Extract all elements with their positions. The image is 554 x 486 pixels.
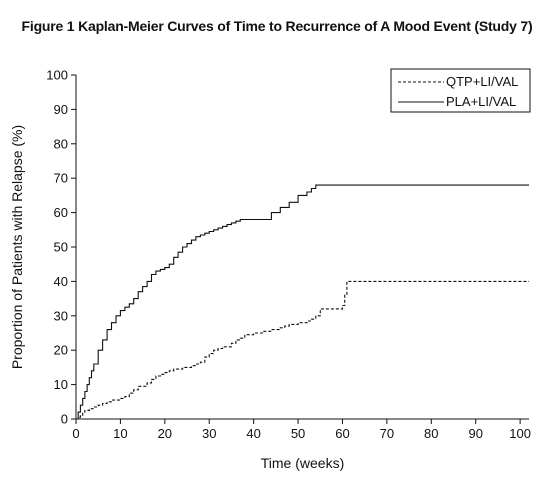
y-tick-label: 60 [54, 205, 68, 220]
x-tick-label: 70 [380, 426, 394, 441]
series-line-pla [76, 184, 529, 420]
y-axis-label: Proportion of Patients with Relapse (%) [9, 125, 25, 369]
chart-title: Figure 1 Kaplan-Meier Curves of Time to … [21, 18, 533, 34]
x-tick-label: 10 [113, 426, 127, 441]
y-tick-label: 0 [61, 412, 68, 427]
y-tick-label: 70 [54, 171, 68, 186]
legend-entry-pla: PLA+LI/VAL [446, 94, 516, 109]
legend-box [390, 68, 531, 113]
y-tick-label: 80 [54, 136, 68, 151]
x-tick-label: 30 [202, 426, 216, 441]
x-axis-ticks: 0 10 20 30 40 50 60 70 80 90 100 [72, 419, 531, 441]
x-axis-label: Time (weeks) [261, 455, 345, 471]
y-tick-label: 30 [54, 308, 68, 323]
y-tick-label: 100 [46, 68, 68, 83]
x-tick-label: 0 [72, 426, 79, 441]
y-tick-label: 20 [54, 343, 68, 358]
x-tick-label: 80 [424, 426, 438, 441]
legend: QTP+LI/VAL PLA+LI/VAL [390, 68, 531, 113]
series-line-qtp [76, 280, 529, 420]
y-tick-label: 10 [54, 377, 68, 392]
x-tick-label: 40 [246, 426, 260, 441]
y-tick-label: 90 [54, 102, 68, 117]
x-tick-label: 50 [291, 426, 305, 441]
x-tick-label: 90 [468, 426, 482, 441]
y-tick-label: 50 [54, 240, 68, 255]
x-tick-label: 100 [509, 426, 531, 441]
axes: 0 10 20 30 40 50 60 70 80 90 100 0 10 20 30 40 50 60 70 80… [9, 68, 531, 472]
x-tick-label: 20 [158, 426, 172, 441]
x-tick-label: 60 [335, 426, 349, 441]
y-tick-label: 40 [54, 274, 68, 289]
legend-entry-qtp: QTP+LI/VAL [446, 74, 518, 89]
y-axis-ticks: 0 10 20 30 40 50 60 70 80 90 100 [46, 68, 76, 427]
series-layer [76, 184, 529, 420]
